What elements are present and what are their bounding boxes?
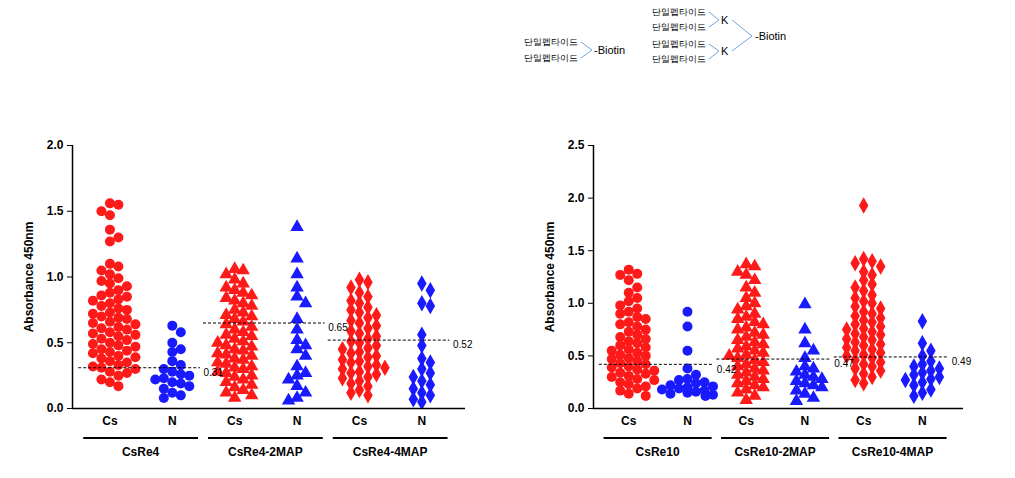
svg-text:-Biotin: -Biotin (755, 30, 786, 42)
svg-text:-Biotin: -Biotin (594, 44, 625, 56)
svg-text:N: N (683, 414, 692, 428)
svg-text:CsRe10-2MAP: CsRe10-2MAP (734, 445, 815, 459)
svg-text:CsRe10-4MAP: CsRe10-4MAP (852, 445, 933, 459)
svg-text:Cs: Cs (621, 414, 637, 428)
svg-text:Cs: Cs (352, 414, 368, 428)
svg-text:N: N (801, 414, 810, 428)
svg-text:0.31: 0.31 (204, 367, 224, 378)
svg-text:N: N (918, 414, 927, 428)
svg-text:Absorbance 450nm: Absorbance 450nm (22, 222, 36, 333)
svg-text:Cs: Cs (227, 414, 243, 428)
svg-text:단일펩타이드: 단일펩타이드 (652, 54, 706, 64)
svg-text:0.0: 0.0 (568, 401, 585, 415)
svg-text:Absorbance 450nm: Absorbance 450nm (543, 222, 557, 333)
svg-text:단일펩타이드: 단일펩타이드 (524, 37, 578, 47)
svg-text:단일펩타이드: 단일펩타이드 (652, 22, 706, 32)
svg-text:1.5: 1.5 (568, 244, 585, 258)
svg-text:0.52: 0.52 (453, 339, 473, 350)
svg-text:2.0: 2.0 (47, 138, 64, 152)
svg-text:2.5: 2.5 (568, 138, 585, 152)
svg-text:CsRe10: CsRe10 (636, 445, 680, 459)
svg-text:1.0: 1.0 (568, 296, 585, 310)
svg-text:N: N (417, 414, 426, 428)
svg-text:0.0: 0.0 (47, 401, 64, 415)
svg-text:0.42: 0.42 (717, 364, 737, 375)
svg-text:1.5: 1.5 (47, 204, 64, 218)
svg-text:0.65: 0.65 (328, 322, 348, 333)
svg-text:0.5: 0.5 (47, 336, 64, 350)
svg-text:CsRe4: CsRe4 (122, 445, 160, 459)
svg-text:단일펩타이드: 단일펩타이드 (652, 39, 706, 49)
svg-text:0.5: 0.5 (568, 349, 585, 363)
svg-text:Cs: Cs (102, 414, 118, 428)
svg-text:N: N (293, 414, 302, 428)
svg-text:2.0: 2.0 (568, 191, 585, 205)
svg-text:Cs: Cs (856, 414, 872, 428)
svg-text:0.49: 0.49 (952, 356, 972, 367)
svg-text:K: K (721, 45, 729, 57)
svg-text:0.47: 0.47 (834, 358, 854, 369)
svg-text:K: K (721, 14, 729, 26)
svg-text:N: N (168, 414, 177, 428)
svg-text:Cs: Cs (739, 414, 755, 428)
svg-text:CsRe4-2MAP: CsRe4-2MAP (228, 445, 303, 459)
svg-text:1.0: 1.0 (47, 270, 64, 284)
svg-text:CsRe4-4MAP: CsRe4-4MAP (353, 445, 428, 459)
svg-text:단일펩타이드: 단일펩타이드 (524, 53, 578, 63)
svg-text:단일펩타이드: 단일펩타이드 (652, 7, 706, 17)
